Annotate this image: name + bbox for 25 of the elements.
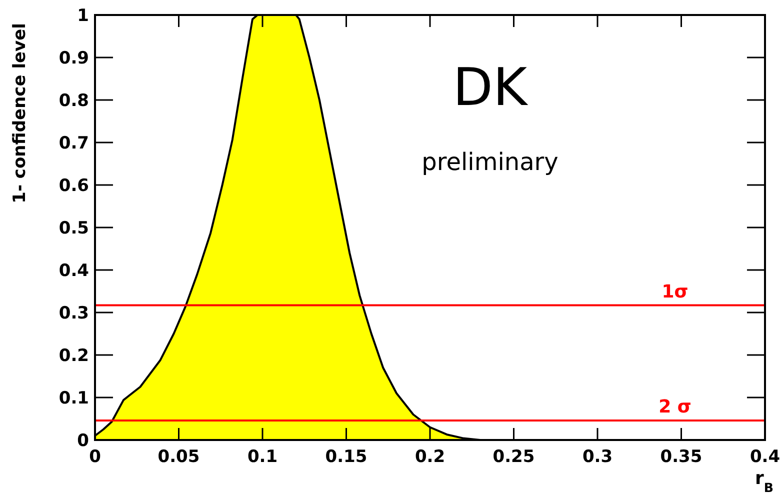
- x-tick-label: 0.3: [582, 447, 613, 467]
- y-tick-label: 0.4: [58, 261, 90, 281]
- y-tick-label: 0: [77, 431, 90, 451]
- y-tick-label: 0.9: [58, 48, 89, 68]
- x-tick-label: 0.25: [492, 447, 535, 467]
- y-tick-label: 1: [77, 6, 89, 26]
- x-tick-label: 0.4: [750, 447, 780, 467]
- y-axis-title: 1- confidence level: [10, 23, 30, 204]
- ref-line-label: 2 σ: [658, 396, 692, 418]
- y-tick-label: 0.1: [58, 388, 89, 408]
- annotation: DK: [452, 58, 529, 118]
- x-tick-label: 0.35: [660, 447, 702, 467]
- y-tick-label: 0.2: [58, 346, 89, 366]
- y-tick-label: 0.3: [58, 304, 89, 324]
- x-tick-label: 0.05: [158, 447, 200, 467]
- annotation: preliminary: [422, 148, 558, 176]
- y-tick-label: 0.8: [58, 91, 89, 111]
- y-tick-label: 0.7: [58, 134, 89, 154]
- y-tick-label: 0.5: [58, 218, 89, 238]
- x-tick-label: 0.1: [247, 447, 278, 467]
- ref-line-label: 1σ: [662, 281, 688, 302]
- y-tick-label: 0.6: [58, 176, 89, 196]
- x-tick-label: 0.2: [414, 447, 446, 467]
- x-axis-title: r$_{B}$: [755, 468, 774, 494]
- x-tick-label: 0.15: [325, 447, 368, 467]
